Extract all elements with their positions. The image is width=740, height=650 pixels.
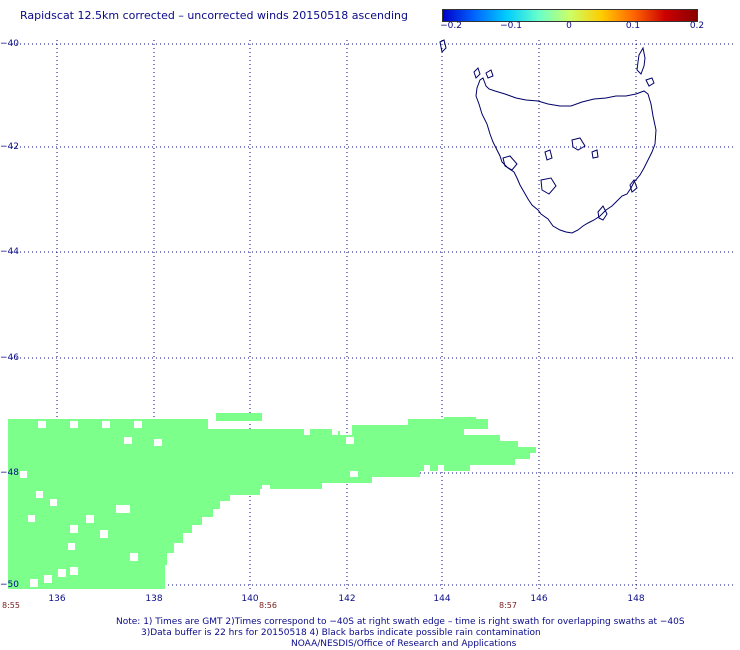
swath-gap [346, 437, 354, 444]
swath-row [8, 465, 470, 471]
great-lake [571, 137, 586, 151]
lat-label: −44 [0, 247, 19, 257]
swath-gap [130, 553, 138, 561]
swath-row [8, 565, 165, 577]
swath-gap [68, 543, 75, 550]
swath-edge [216, 413, 262, 421]
note-line-1: Note: 1) Times are GMT 2)Times correspon… [116, 617, 685, 627]
cape-barren-island [645, 77, 655, 87]
lat-label: −42 [0, 142, 19, 152]
macquarie-harbour [502, 155, 518, 171]
swath-gap [102, 421, 110, 428]
colorbar-tick-label: −0.2 [440, 21, 462, 31]
lon-label: 148 [627, 594, 645, 604]
swath-row [8, 459, 515, 465]
lake-st-clair [544, 149, 553, 161]
swath-row [8, 429, 338, 435]
swath-gap [30, 579, 38, 587]
note-line-2: 3)Data buffer is 22 hrs for 20150518 4) … [141, 628, 541, 638]
swath-row [8, 441, 518, 447]
lon-label: 142 [338, 594, 356, 604]
lon-label: 138 [145, 594, 163, 604]
colorbar-tick-label: 0.1 [625, 21, 641, 31]
swath-gap [350, 471, 358, 477]
lon-label: 146 [530, 594, 548, 604]
swath-gap [44, 575, 52, 583]
wind-swath [8, 413, 536, 589]
swath-gap [50, 499, 57, 506]
swath-gap [58, 569, 66, 577]
swath-row [8, 543, 174, 553]
swath-gap [36, 491, 43, 498]
colorbar [442, 9, 698, 22]
lon-label: 136 [48, 594, 66, 604]
swath-row [8, 501, 220, 509]
swath-gap [124, 437, 132, 444]
robbins-island [485, 69, 494, 79]
swath-row [8, 517, 202, 525]
swath-row [8, 533, 183, 543]
hunter-island [473, 67, 481, 79]
lake-pedder [540, 177, 557, 195]
flinders-island [636, 46, 646, 75]
swath-row [8, 553, 167, 565]
swath-row [8, 525, 192, 533]
time-label: 8:55 [2, 601, 20, 610]
swath-row [8, 435, 500, 441]
lat-label: −46 [0, 353, 19, 363]
colorbar-tick-label: −0.1 [500, 21, 522, 31]
swath-gap [262, 485, 270, 491]
bruny-island [597, 205, 608, 221]
map-title: Rapidscat 12.5km corrected – uncorrected… [20, 9, 409, 22]
swath-gap [100, 530, 108, 538]
tasmania-mainland [475, 77, 657, 234]
swath-gap [70, 525, 78, 533]
lat-label: −50 [0, 580, 19, 590]
lat-label: −40 [0, 39, 19, 49]
swath-row [8, 489, 260, 495]
swath-gap [70, 567, 78, 575]
swath-gap [438, 465, 444, 471]
swath-row [8, 447, 536, 453]
lon-label: 140 [241, 594, 259, 604]
swath-gap [304, 429, 310, 435]
swath-gap [86, 515, 94, 523]
swath-row [8, 477, 372, 483]
note-line-3: NOAA/NESDIS/Office of Research and Appli… [291, 639, 517, 649]
king-island-tip [439, 39, 447, 54]
colorbar-tick-label: 0 [566, 21, 572, 31]
swath-gap [154, 439, 162, 446]
swath-gap [28, 515, 35, 522]
swath-row [8, 471, 420, 477]
arthurs-lake [591, 149, 599, 159]
swath-gap [134, 421, 142, 428]
swath-gap [70, 421, 78, 428]
time-label: 8:57 [499, 601, 517, 610]
swath-gap [20, 471, 27, 478]
swath-row [8, 495, 230, 501]
swath-gap [424, 465, 430, 471]
swath-gap [38, 421, 46, 428]
lon-label: 144 [433, 594, 451, 604]
swath-row [8, 483, 322, 489]
tasmania-coastline [439, 39, 657, 234]
colorbar-tick-label: 0.2 [689, 21, 705, 31]
swath-gap [116, 505, 130, 513]
lat-label: −48 [0, 468, 19, 478]
maria-island [629, 179, 638, 193]
time-label: 8:56 [259, 601, 277, 610]
swath-row [8, 509, 213, 517]
swath-row [8, 453, 530, 459]
swath-gap [332, 429, 338, 435]
swath-edge [444, 417, 476, 427]
